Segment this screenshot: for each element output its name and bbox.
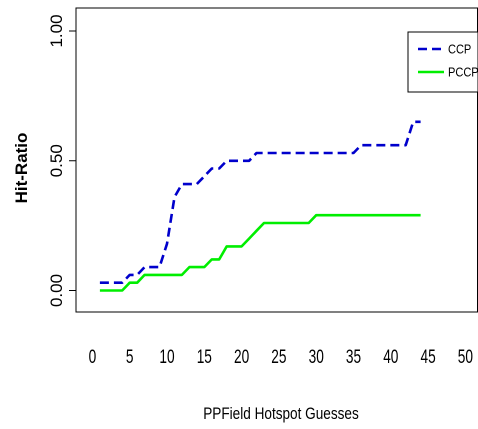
- x-tick-label: 10: [159, 346, 174, 368]
- x-tick-label: 35: [346, 346, 361, 368]
- y-axis: 0.00 0.50 1.00: [47, 14, 76, 307]
- legend-label-pccp: PCCP: [448, 65, 478, 80]
- y-tick-label: 0.50: [47, 144, 66, 177]
- x-axis-title: PPField Hotspot Guesses: [203, 405, 359, 424]
- x-tick-label: 40: [383, 346, 398, 368]
- x-tick-label: 20: [234, 346, 249, 368]
- x-tick-label: 25: [271, 346, 286, 368]
- series-group: [99, 120, 421, 292]
- legend-label-ccp: CCP: [448, 42, 471, 57]
- x-tick-label: 30: [309, 346, 324, 368]
- y-tick-label: 1.00: [47, 14, 66, 47]
- y-tick-label: 0.00: [47, 274, 66, 307]
- x-tick-label: 0: [89, 346, 97, 368]
- y-axis-title: Hit-Ratio: [12, 133, 31, 204]
- legend-box: [407, 31, 478, 93]
- legend: CCP PCCP: [407, 31, 478, 93]
- x-axis: 0 5 10 15 20 25 30 35 40 45 50: [89, 346, 473, 368]
- series-line-ccp: [99, 120, 421, 284]
- x-tick-label: 50: [458, 346, 473, 368]
- series-line-pccp: [99, 213, 421, 292]
- x-tick-label: 5: [126, 346, 134, 368]
- x-tick-label: 45: [420, 346, 435, 368]
- x-tick-label: 15: [197, 346, 212, 368]
